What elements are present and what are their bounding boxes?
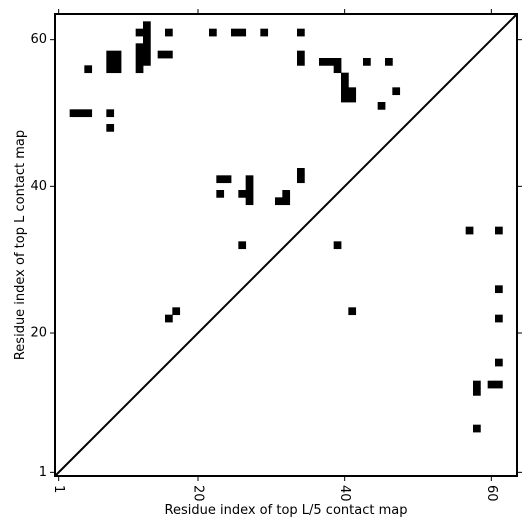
- contact-cell-upper: [106, 124, 115, 132]
- contact-cell-upper: [348, 87, 357, 96]
- contact-cell-upper: [84, 65, 93, 74]
- contact-cell-upper: [282, 190, 291, 198]
- contact-cell-upper: [333, 65, 342, 74]
- contact-cell-upper: [245, 182, 254, 191]
- contact-cell-upper: [84, 109, 93, 118]
- contact-cell-upper: [392, 87, 401, 96]
- x-tick-label: 1: [51, 485, 66, 493]
- contact-cell-upper: [275, 197, 283, 206]
- contact-cell-upper: [363, 58, 371, 66]
- contact-cell-upper: [231, 28, 239, 37]
- contact-cell-upper: [341, 72, 349, 81]
- x-tick-label: 20: [191, 485, 206, 502]
- contact-cell-upper: [157, 50, 166, 59]
- contact-cell-upper: [165, 50, 173, 59]
- contact-cell-upper: [238, 28, 247, 37]
- contact-cell-upper: [106, 58, 115, 66]
- contact-cell-upper: [106, 65, 115, 74]
- contact-cell-lower: [172, 307, 181, 316]
- contact-cell-lower: [473, 424, 481, 433]
- contact-cell-upper: [245, 190, 254, 198]
- contact-cell-upper: [106, 109, 115, 118]
- contact-cell-lower: [495, 226, 503, 235]
- contact-cell-upper: [216, 175, 225, 184]
- contact-cell-lower: [165, 314, 173, 323]
- contact-cell-upper: [260, 28, 269, 37]
- contact-cell-upper: [135, 43, 144, 52]
- contact-cell-upper: [106, 50, 115, 59]
- contact-cell-upper: [143, 21, 151, 30]
- contact-cell-lower: [495, 380, 503, 389]
- y-axis-label: Residue index of top L contact map: [13, 130, 28, 360]
- contact-cell-lower: [473, 380, 481, 389]
- contact-cell-upper: [135, 58, 144, 66]
- contact-cell-upper: [297, 50, 305, 59]
- y-tick-label: 20: [30, 326, 47, 341]
- contact-cell-upper: [341, 94, 349, 103]
- contact-cell-upper: [113, 58, 122, 66]
- y-tick-label: 40: [30, 179, 47, 194]
- diagonal-line: [54, 13, 518, 477]
- x-axis-label: Residue index of top L/5 contact map: [165, 503, 408, 518]
- contact-cell-upper: [282, 197, 291, 206]
- contact-cell-upper: [377, 102, 386, 110]
- contact-cell-upper: [223, 175, 232, 184]
- contact-cell-upper: [341, 87, 349, 96]
- contact-cell-upper: [77, 109, 85, 118]
- contact-cell-lower: [465, 226, 474, 235]
- contact-cell-lower: [348, 307, 357, 316]
- axis-ticks: 1 20 40 60 1 20 40 60: [30, 9, 522, 502]
- contact-cell-upper: [245, 175, 254, 184]
- contact-cell-upper: [385, 58, 393, 66]
- contact-cell-upper: [69, 109, 78, 118]
- contact-cell-upper: [333, 58, 342, 66]
- contact-cell-upper: [113, 50, 122, 59]
- contact-cell-upper: [143, 36, 151, 44]
- contact-cell-upper: [297, 168, 305, 176]
- contact-cell-upper: [135, 50, 144, 59]
- contact-cell-lower: [487, 380, 496, 389]
- contact-cell-upper: [245, 197, 254, 206]
- contact-cell-upper: [297, 28, 305, 37]
- contact-cell-upper: [135, 65, 144, 74]
- contact-cell-upper: [165, 28, 173, 37]
- contact-cell-lower: [333, 241, 342, 250]
- plot-frame: [54, 13, 518, 477]
- contact-cell-upper: [326, 58, 335, 66]
- contact-cell-upper: [297, 58, 305, 66]
- y-tick-label: 60: [30, 32, 47, 47]
- contact-cell-lower: [495, 314, 503, 323]
- x-tick-label: 60: [484, 485, 499, 502]
- contact-cell-lower: [238, 241, 247, 250]
- contact-cell-upper: [297, 175, 305, 184]
- y-tick-label: 1: [39, 465, 47, 480]
- contact-cell-lower: [495, 285, 503, 294]
- contact-cell-upper: [143, 28, 151, 37]
- contact-cell-upper: [348, 94, 357, 103]
- contact-cell-lower: [495, 358, 503, 367]
- contact-cell-upper: [319, 58, 327, 66]
- contact-cell-upper: [341, 80, 349, 88]
- contact-cell-upper: [113, 65, 122, 74]
- contact-cell-upper: [209, 28, 217, 37]
- contact-cell-upper: [143, 50, 151, 59]
- contact-cell-upper: [143, 58, 151, 66]
- contact-cells: [69, 21, 503, 433]
- x-tick-label: 40: [337, 485, 352, 502]
- contact-cell-lower: [473, 388, 481, 396]
- contact-cell-upper: [135, 28, 144, 37]
- contact-cell-upper: [143, 43, 151, 52]
- contact-cell-upper: [238, 190, 247, 198]
- contact-cell-upper: [216, 190, 225, 198]
